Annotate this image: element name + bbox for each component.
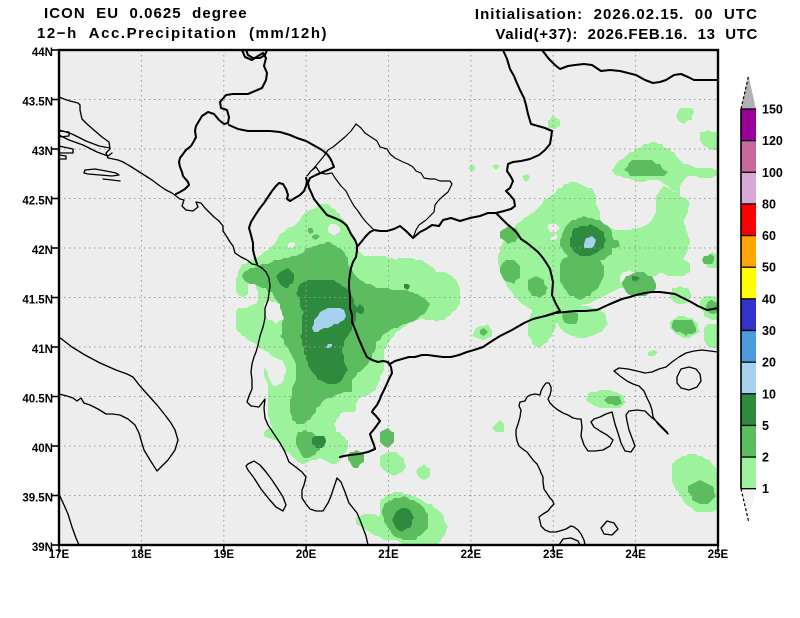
- svg-text:40.5N: 40.5N: [22, 394, 53, 406]
- svg-text:24E: 24E: [625, 549, 646, 561]
- svg-text:80: 80: [762, 197, 776, 211]
- svg-text:19E: 19E: [214, 549, 235, 561]
- svg-text:2: 2: [762, 451, 769, 465]
- svg-text:41.5N: 41.5N: [22, 295, 53, 307]
- svg-text:40N: 40N: [32, 443, 53, 455]
- svg-text:120: 120: [762, 134, 783, 148]
- svg-text:39.5N: 39.5N: [22, 493, 53, 505]
- svg-text:150: 150: [762, 103, 783, 117]
- svg-text:20E: 20E: [296, 549, 317, 561]
- svg-text:25E: 25E: [708, 549, 729, 561]
- svg-text:10: 10: [762, 387, 776, 401]
- svg-text:43.5N: 43.5N: [22, 97, 53, 109]
- svg-text:22E: 22E: [461, 549, 482, 561]
- svg-text:21E: 21E: [378, 549, 399, 561]
- svg-text:100: 100: [762, 166, 783, 180]
- svg-text:43N: 43N: [32, 146, 53, 158]
- svg-text:39N: 39N: [32, 542, 53, 554]
- svg-text:40: 40: [762, 292, 776, 306]
- svg-text:60: 60: [762, 229, 776, 243]
- svg-text:42.5N: 42.5N: [22, 196, 53, 208]
- svg-text:18E: 18E: [131, 549, 152, 561]
- svg-text:20: 20: [762, 356, 776, 370]
- svg-text:1: 1: [762, 482, 769, 496]
- svg-text:44N: 44N: [32, 47, 53, 59]
- svg-text:23E: 23E: [543, 549, 564, 561]
- svg-text:50: 50: [762, 261, 776, 275]
- svg-text:17E: 17E: [49, 549, 70, 561]
- svg-text:5: 5: [762, 419, 769, 433]
- svg-text:30: 30: [762, 324, 776, 338]
- svg-text:42N: 42N: [32, 245, 53, 257]
- svg-text:41N: 41N: [32, 344, 53, 356]
